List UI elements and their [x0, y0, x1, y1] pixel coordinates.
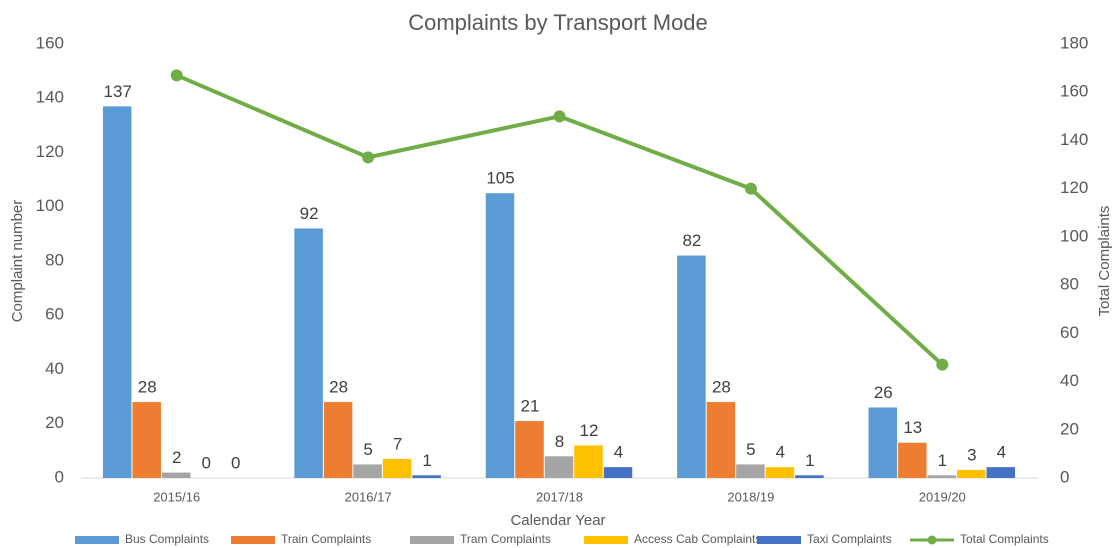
legend-label: Bus Complaints: [125, 532, 209, 546]
chart-title: Complaints by Transport Mode: [408, 10, 708, 35]
y-tick-label: 160: [36, 33, 64, 52]
line-marker: [170, 69, 183, 82]
bar: [294, 228, 323, 478]
bar: [323, 402, 353, 478]
data-label: 7: [393, 434, 402, 453]
line-marker: [936, 358, 949, 371]
x-tick-label: 2018/19: [727, 489, 774, 504]
data-label: 26: [874, 383, 893, 402]
bar: [868, 407, 898, 478]
y-tick-label: 140: [36, 88, 64, 107]
y2-tick-label: 160: [1060, 82, 1088, 101]
bar: [927, 475, 957, 478]
bar: [515, 421, 544, 478]
y2-axis-title: Total Complaints: [1096, 206, 1113, 317]
bar: [485, 193, 515, 478]
legend-swatch: [584, 536, 628, 544]
bar: [795, 475, 824, 478]
bar: [544, 456, 574, 478]
legend-label: Tram Complaints: [460, 532, 551, 546]
bar: [765, 467, 795, 478]
data-label: 2: [172, 448, 181, 467]
legend-swatch: [231, 536, 275, 544]
bar: [898, 442, 927, 478]
data-label: 4: [997, 443, 1006, 462]
y2-tick-label: 120: [1060, 178, 1088, 197]
bar: [677, 255, 706, 478]
x-tick-label: 2019/20: [919, 489, 966, 504]
data-label: 13: [903, 418, 922, 437]
data-label: 0: [231, 453, 240, 472]
data-label: 1: [938, 451, 947, 470]
y2-tick-label: 140: [1060, 130, 1088, 149]
data-label: 137: [104, 82, 132, 101]
y-tick-label: 0: [55, 467, 64, 486]
data-label: 4: [776, 443, 785, 462]
data-label: 5: [746, 440, 755, 459]
y2-tick-label: 0: [1060, 467, 1069, 486]
data-label: 21: [521, 397, 540, 416]
data-label: 1: [422, 451, 431, 470]
legend-label: Access Cab Complaints: [634, 532, 761, 546]
data-label: 12: [580, 421, 599, 440]
bar: [736, 464, 765, 478]
legend-label: Total Complaints: [960, 532, 1049, 546]
legend-label: Train Complaints: [281, 532, 371, 546]
y-tick-label: 100: [36, 196, 64, 215]
y-tick-label: 120: [36, 142, 64, 161]
bar: [574, 445, 603, 478]
y2-tick-label: 60: [1060, 323, 1079, 342]
y-tick-label: 60: [45, 305, 64, 324]
x-axis-title: Calendar Year: [510, 512, 605, 529]
y2-tick-label: 40: [1060, 371, 1079, 390]
bar: [161, 472, 191, 478]
x-tick-label: 2016/17: [345, 489, 392, 504]
y2-tick-label: 20: [1060, 419, 1079, 438]
bar: [603, 467, 633, 478]
y-tick-label: 80: [45, 250, 64, 269]
data-label: 4: [614, 443, 623, 462]
y-axis-title: Complaint number: [9, 200, 26, 323]
legend-swatch: [757, 536, 801, 544]
legend-swatch: [75, 536, 119, 544]
legend-marker: [927, 535, 937, 545]
data-label: 8: [555, 432, 564, 451]
data-label: 0: [201, 453, 210, 472]
y-tick-label: 40: [45, 359, 64, 378]
y2-tick-label: 80: [1060, 275, 1079, 294]
data-label: 92: [300, 204, 319, 223]
bar: [412, 475, 441, 478]
data-label: 1: [805, 451, 814, 470]
bar: [986, 467, 1016, 478]
line-marker: [362, 151, 375, 164]
y-tick-label: 20: [45, 413, 64, 432]
data-label: 105: [486, 169, 514, 188]
data-label: 82: [682, 231, 701, 250]
line-marker: [553, 110, 566, 123]
legend-swatch: [410, 536, 454, 544]
data-label: 28: [138, 378, 157, 397]
y2-tick-label: 180: [1060, 33, 1088, 52]
data-label: 28: [329, 378, 348, 397]
data-label: 5: [363, 440, 372, 459]
bar: [706, 402, 736, 478]
bar: [102, 106, 132, 478]
data-label: 28: [712, 378, 731, 397]
data-label: 3: [967, 445, 976, 464]
bar: [382, 459, 412, 478]
bar: [132, 402, 161, 478]
y2-tick-label: 100: [1060, 226, 1088, 245]
bar: [353, 464, 382, 478]
bar: [957, 469, 986, 478]
x-tick-label: 2017/18: [536, 489, 583, 504]
line-marker: [744, 182, 757, 195]
legend-label: Taxi Complaints: [807, 532, 892, 546]
x-tick-label: 2015/16: [153, 489, 200, 504]
